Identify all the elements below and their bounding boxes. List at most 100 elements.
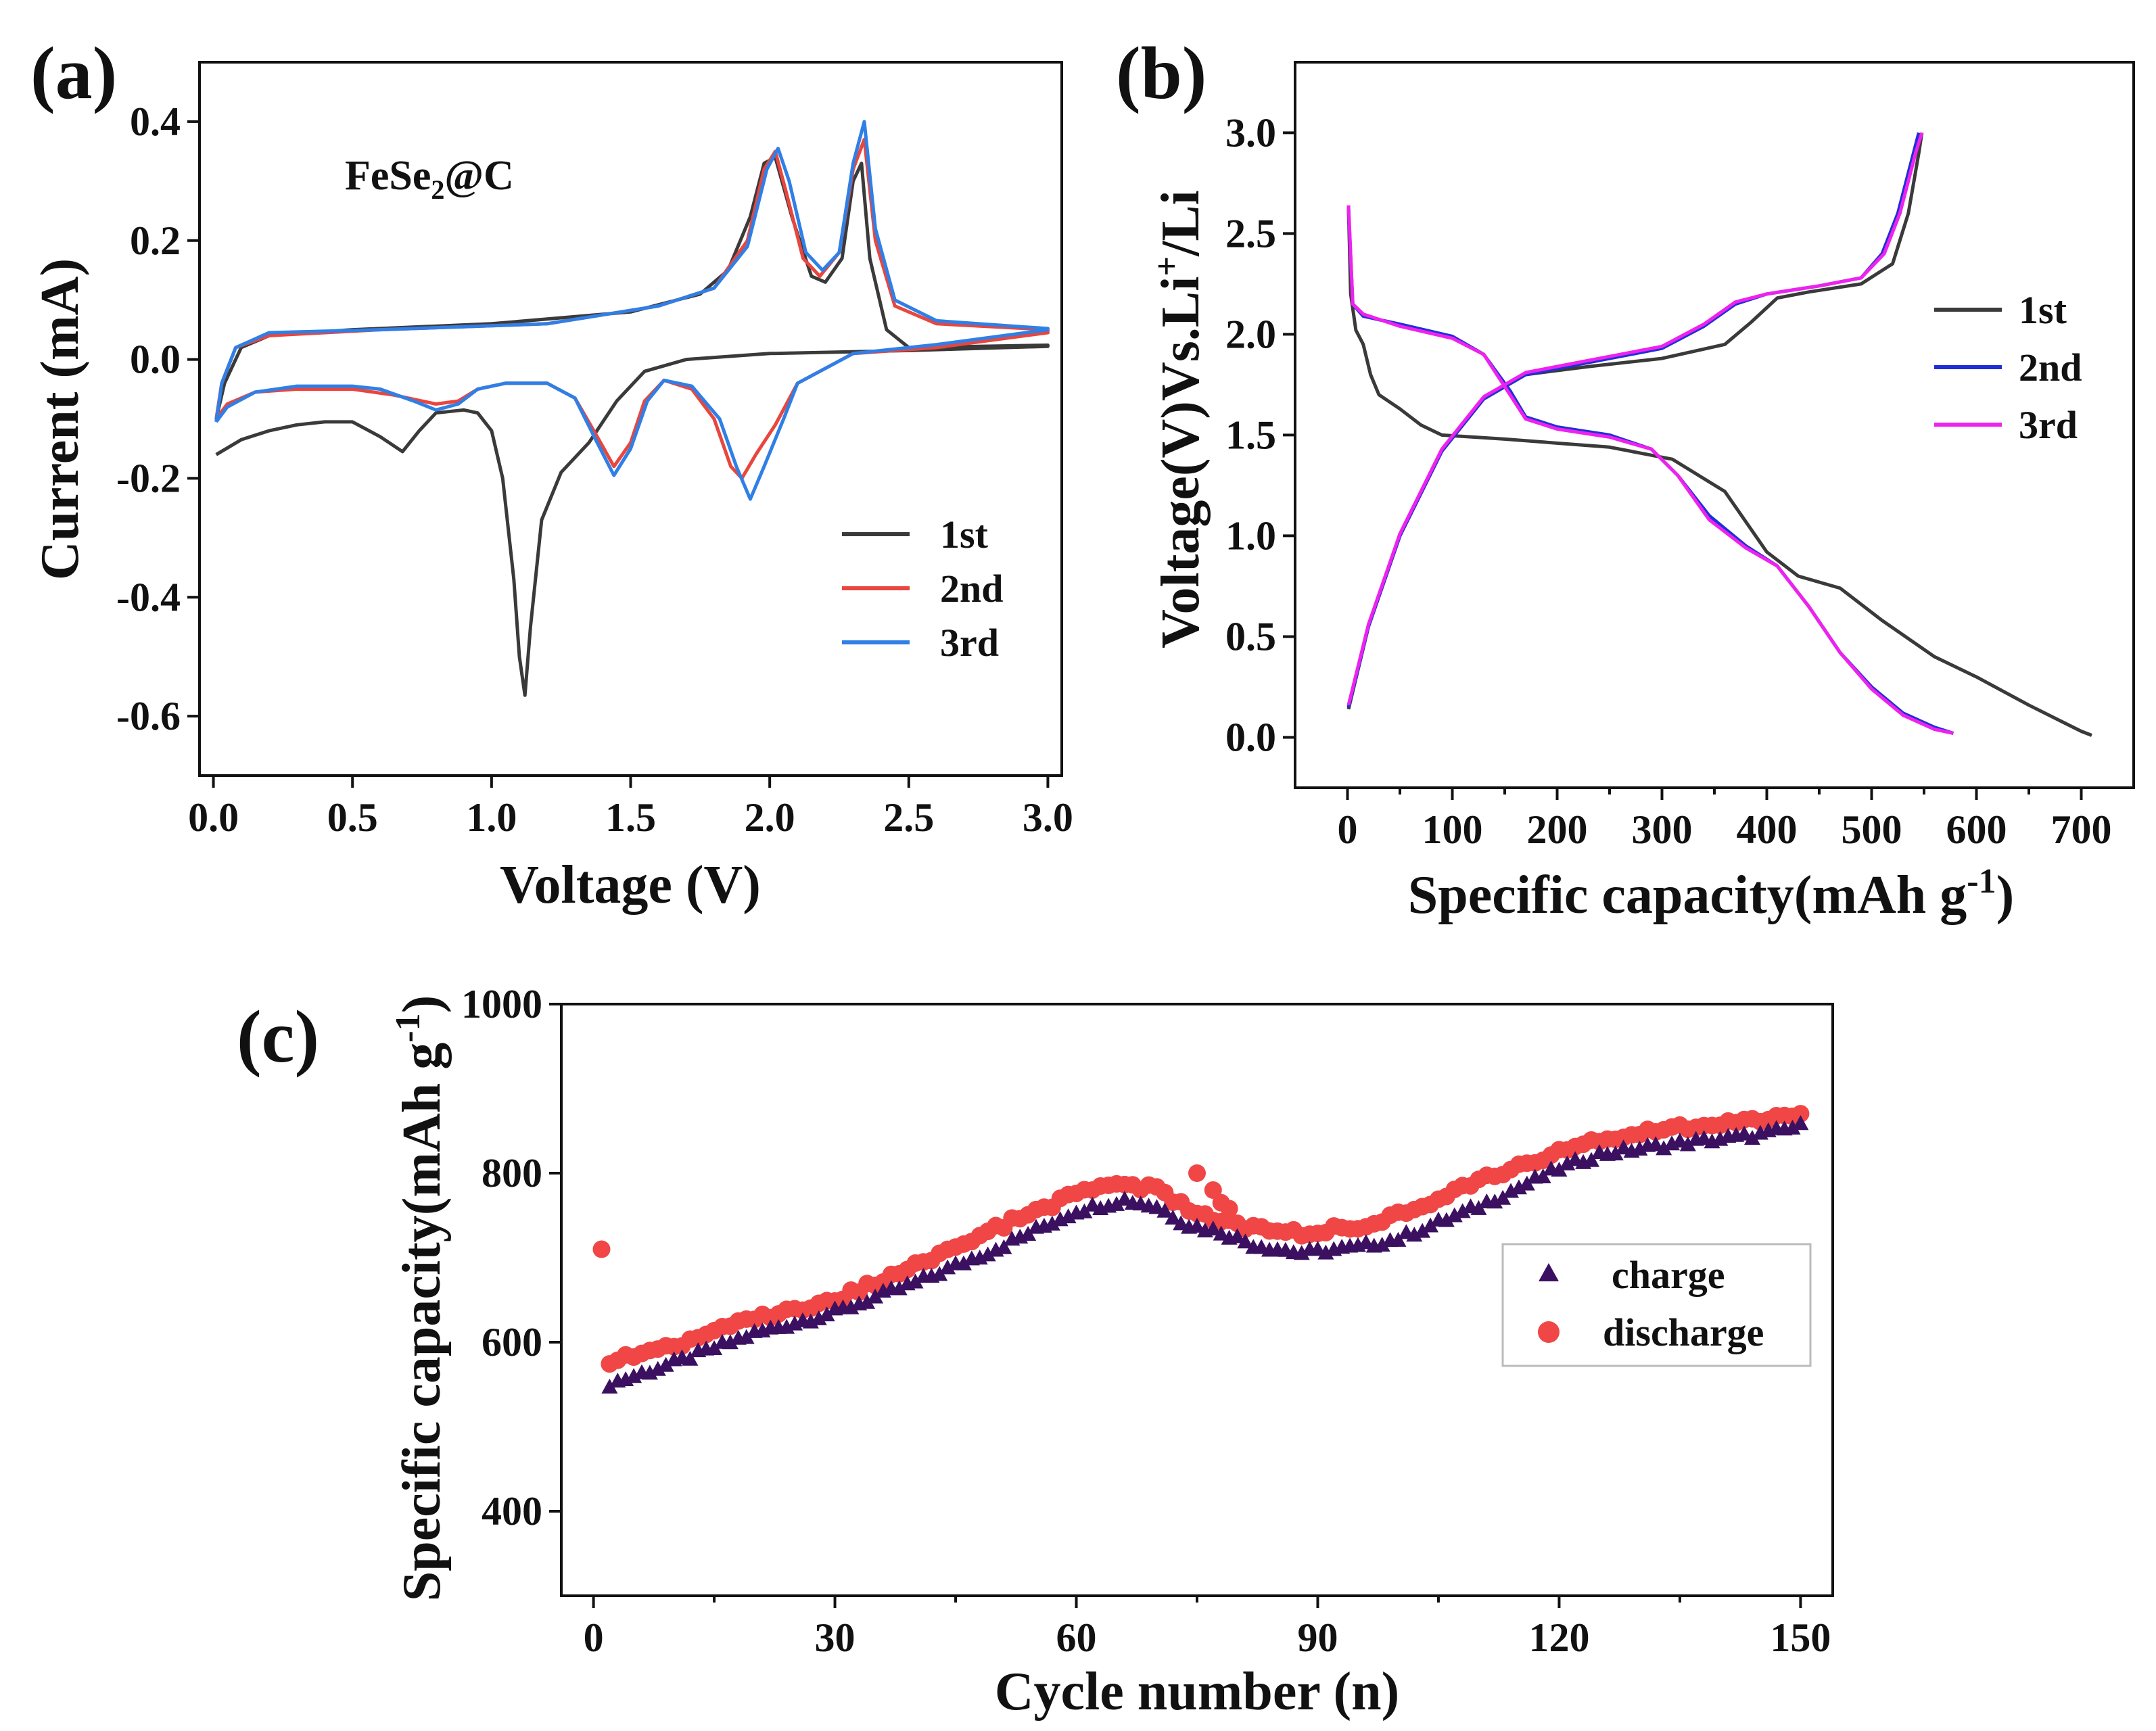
x-tick-label: 3.0 <box>1023 795 1073 840</box>
c-charge-point <box>1204 1220 1221 1236</box>
c-charge-point <box>1076 1203 1093 1218</box>
c-charge-point <box>891 1280 908 1296</box>
a-y-axis-title: Current (mA) <box>30 258 90 580</box>
c-charge-point <box>722 1334 739 1350</box>
x-tick-label: 0.5 <box>327 795 378 840</box>
a-x-axis-title: Voltage (V) <box>500 855 761 915</box>
c-legend: charge discharge <box>1501 1243 1812 1367</box>
c-charge-point <box>601 1378 618 1394</box>
c-charge-point <box>738 1329 755 1344</box>
c-charge-point <box>867 1288 884 1304</box>
x-tick-label: 300 <box>1632 807 1693 852</box>
x-tick-label: 150 <box>1770 1615 1831 1660</box>
c-ticks: 0 30 60 90 120 150 1000 800 600 400 <box>461 982 1831 1660</box>
c-charge-point <box>931 1266 948 1281</box>
y-tick-label: -0.2 <box>116 456 181 500</box>
c-charge-point <box>818 1306 835 1322</box>
c-discharge-point <box>592 1240 611 1258</box>
y-tick-label: 0.2 <box>130 218 181 263</box>
x-tick-label: 600 <box>1946 807 2007 852</box>
c-charge-point <box>955 1255 972 1271</box>
annotation-fese2c: FeSe2@C <box>345 153 514 205</box>
b-series-1st-seg0 <box>1346 207 2092 737</box>
c-charge-point <box>1165 1210 1181 1225</box>
c-discharge-point <box>1791 1105 1810 1123</box>
y-tick-label: 1000 <box>461 982 542 1026</box>
y-tick-label: 0.0 <box>130 337 181 382</box>
b-legend-label: 3rd <box>2019 403 2078 447</box>
c-charge-point <box>939 1259 956 1275</box>
y-tick-label: 0.5 <box>1225 614 1276 659</box>
a-series-3rd <box>214 120 1050 501</box>
c-charge-point <box>626 1368 642 1383</box>
c-charge-point <box>1156 1202 1173 1218</box>
a-ticks: 0.0 0.5 1.0 1.5 2.0 2.5 3.0 0.4 0.2 0.0 -0.2 -0.4 -0… <box>116 99 1073 840</box>
c-legend-triangle-marker <box>1539 1263 1559 1281</box>
c-charge-point <box>1390 1231 1407 1247</box>
x-tick-label: 2.5 <box>883 795 934 840</box>
y-tick-label: 2.0 <box>1225 312 1276 356</box>
y-tick-label: 2.5 <box>1225 211 1276 256</box>
panel-label-a: (a) <box>30 32 117 114</box>
c-charge-point <box>810 1310 827 1325</box>
b-series-2nd-seg0 <box>1346 209 1954 735</box>
a-legend-label: 3rd <box>940 621 999 665</box>
x-tick-label: 0 <box>584 1615 604 1660</box>
y-tick-label: 1.0 <box>1225 513 1276 558</box>
c-charge-point <box>1647 1136 1664 1152</box>
a-legend-label: 2nd <box>940 567 1004 611</box>
c-charge-point <box>649 1360 666 1376</box>
x-tick-label: 100 <box>1422 807 1483 852</box>
c-charge-point <box>1534 1168 1551 1183</box>
c-charge-point <box>1229 1228 1246 1243</box>
c-charge-point <box>1438 1212 1455 1227</box>
c-charge-point <box>1656 1140 1672 1156</box>
x-tick-label: 200 <box>1527 807 1588 852</box>
c-charge-point <box>1293 1245 1310 1260</box>
c-charge-point <box>1518 1175 1535 1191</box>
c-charge-point <box>1020 1225 1037 1241</box>
y-tick-label: 0.0 <box>1225 715 1276 759</box>
y-tick-label: 400 <box>482 1489 542 1534</box>
c-charge-point <box>706 1339 723 1355</box>
y-tick-label: 3.0 <box>1225 110 1276 155</box>
c-charge-point <box>641 1365 658 1380</box>
c-charge-point <box>1495 1189 1511 1205</box>
b-series-3rd-seg0 <box>1346 205 1954 735</box>
b-y-axis-title: Voltage(V)Vs.Li+/Li <box>1148 190 1211 648</box>
c-charge-point <box>1510 1179 1527 1195</box>
c-charge-point <box>979 1246 996 1262</box>
c-charge-point <box>657 1356 674 1372</box>
b-ticks: 0 100 200 300 400 500 600 700 3.0 2.5 2.0 1.5 1.0 0.5… <box>1225 110 2112 852</box>
x-tick-label: 500 <box>1842 807 1902 852</box>
panel-label-b: (b) <box>1116 32 1206 114</box>
c-charge-point <box>1446 1207 1463 1223</box>
c-charge-point <box>1060 1208 1077 1224</box>
b-legend-label: 2nd <box>2019 346 2082 389</box>
c-legend-label: discharge <box>1603 1310 1764 1354</box>
c-charge-point <box>859 1294 876 1309</box>
c-charge-point <box>1551 1162 1568 1177</box>
y-tick-label: 0.4 <box>130 99 181 144</box>
c-discharge-point <box>1220 1200 1238 1218</box>
c-legend-box <box>1501 1243 1812 1367</box>
c-charge-point <box>907 1273 924 1289</box>
c-charge-point <box>1374 1236 1390 1252</box>
b-series-2nd-seg1 <box>1346 132 1921 708</box>
c-legend-circle-marker <box>1538 1321 1560 1343</box>
y-tick-label: 600 <box>482 1320 542 1365</box>
x-tick-label: 400 <box>1737 807 1798 852</box>
b-series-1st-seg1 <box>1346 132 1924 710</box>
x-tick-label: 1.0 <box>466 795 517 840</box>
c-charge-point <box>1559 1155 1576 1170</box>
c-x-axis-title: Cycle number (n) <box>995 1662 1399 1722</box>
c-charge-point <box>1116 1191 1133 1206</box>
c-charge-point <box>1422 1217 1439 1233</box>
c-y-axis-title: Specific capacity(mAh g-1) <box>389 995 452 1602</box>
c-points <box>592 1105 1810 1394</box>
a-legend-label: 1st <box>940 513 989 556</box>
c-charge-point <box>995 1239 1012 1254</box>
c-charge-point <box>1744 1130 1761 1145</box>
c-discharge-point <box>1204 1181 1222 1199</box>
